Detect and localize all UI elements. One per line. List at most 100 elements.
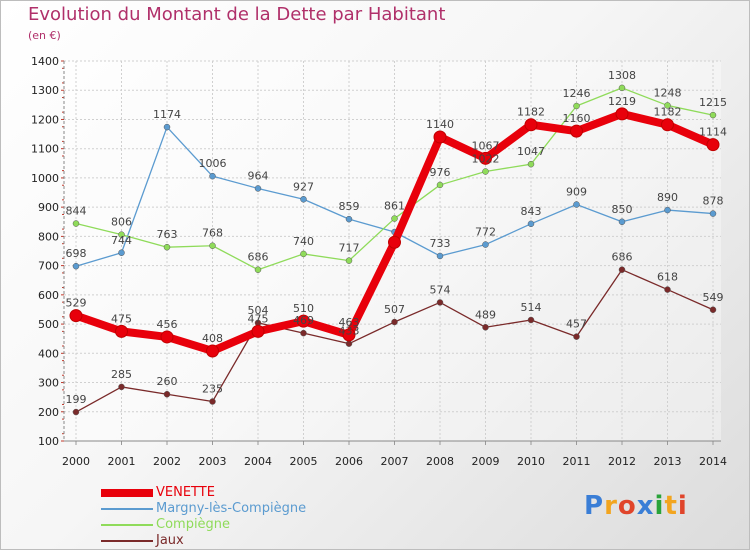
series-jaux-value-label: 285 bbox=[111, 368, 132, 381]
series-venette-value-label: 1182 bbox=[517, 106, 545, 119]
series-compi-gne-value-label: 1215 bbox=[699, 96, 727, 109]
logo-letter: P bbox=[584, 491, 605, 521]
legend-label: VENETTE bbox=[156, 485, 215, 500]
series-margny-l-s-compi-gne-point bbox=[72, 262, 80, 270]
series-venette-point bbox=[69, 309, 83, 323]
series-margny-l-s-compi-gne-value-label: 859 bbox=[339, 200, 360, 213]
series-margny-l-s-compi-gne-value-label: 878 bbox=[703, 195, 724, 208]
series-venette-value-label: 510 bbox=[293, 302, 314, 315]
y-tick-label: 400 bbox=[38, 347, 59, 360]
series-margny-l-s-compi-gne-point bbox=[345, 215, 353, 223]
series-compi-gne-point bbox=[300, 250, 307, 258]
series-venette-point bbox=[570, 124, 583, 138]
series-jaux-point bbox=[664, 286, 671, 293]
legend-item: Compiègne bbox=[101, 517, 401, 533]
series-jaux-value-label: 686 bbox=[612, 251, 633, 264]
series-venette-value-label: 456 bbox=[157, 318, 178, 331]
y-tick-label: 100 bbox=[38, 435, 59, 448]
series-jaux-value-label: 549 bbox=[703, 291, 724, 304]
series-jaux-value-label: 235 bbox=[202, 383, 223, 396]
series-jaux-value-label: 618 bbox=[657, 271, 678, 284]
x-tick-label: 2005 bbox=[290, 455, 318, 468]
series-margny-l-s-compi-gne-point bbox=[618, 218, 626, 226]
series-venette-point bbox=[206, 344, 219, 358]
series-compi-gne-value-label: 763 bbox=[157, 228, 178, 241]
series-compi-gne-value-label: 686 bbox=[248, 251, 269, 264]
series-margny-l-s-compi-gne-value-label: 698 bbox=[66, 247, 87, 260]
y-tick-label: 1100 bbox=[31, 143, 59, 156]
series-margny-l-s-compi-gne-point bbox=[482, 241, 489, 248]
series-compi-gne-point bbox=[72, 220, 80, 227]
series-venette-value-label: 1114 bbox=[699, 126, 727, 139]
series-jaux-point bbox=[345, 340, 353, 347]
series-venette-value-label: 529 bbox=[66, 297, 87, 310]
x-tick-label: 2012 bbox=[608, 455, 636, 468]
x-tick-label: 2014 bbox=[699, 455, 727, 468]
y-tick-label: 600 bbox=[38, 289, 59, 302]
series-venette-value-label: 1067 bbox=[472, 139, 500, 152]
series-margny-l-s-compi-gne-value-label: 909 bbox=[566, 186, 587, 199]
y-tick-label: 700 bbox=[38, 260, 59, 273]
x-tick-label: 2000 bbox=[62, 455, 90, 468]
y-tick-label: 1400 bbox=[31, 55, 59, 68]
series-margny-l-s-compi-gne-value-label: 1006 bbox=[199, 157, 227, 170]
series-margny-l-s-compi-gne-point bbox=[527, 220, 535, 228]
series-jaux-value-label: 199 bbox=[66, 393, 87, 406]
legend-swatch bbox=[101, 508, 153, 510]
series-venette-point bbox=[661, 118, 674, 132]
series-venette-point bbox=[615, 107, 629, 121]
y-tick-label: 1300 bbox=[31, 84, 59, 97]
series-jaux-point bbox=[709, 306, 717, 314]
series-margny-l-s-compi-gne-point bbox=[254, 185, 262, 192]
series-margny-l-s-compi-gne-point bbox=[118, 249, 125, 257]
logo-letter: x bbox=[636, 491, 655, 521]
series-venette-point bbox=[115, 324, 128, 338]
series-jaux-value-label: 469 bbox=[293, 314, 314, 327]
series-margny-l-s-compi-gne-value-label: 733 bbox=[430, 237, 451, 250]
series-jaux-value-label: 507 bbox=[384, 303, 405, 316]
series-compi-gne-point bbox=[709, 111, 717, 119]
series-venette-value-label: 475 bbox=[111, 312, 132, 325]
x-tick-label: 2003 bbox=[199, 455, 227, 468]
y-tick-label: 900 bbox=[38, 201, 59, 214]
series-margny-l-s-compi-gne-point bbox=[163, 123, 171, 131]
series-margny-l-s-compi-gne-value-label: 927 bbox=[293, 180, 314, 193]
series-jaux-value-label: 489 bbox=[475, 308, 496, 321]
series-compi-gne-point bbox=[345, 257, 353, 264]
series-jaux-point bbox=[118, 383, 125, 391]
series-jaux-value-label: 433 bbox=[339, 325, 360, 338]
series-compi-gne-point bbox=[118, 231, 125, 238]
legend-item: VENETTE bbox=[101, 485, 401, 501]
series-jaux-value-label: 514 bbox=[521, 301, 542, 314]
series-compi-gne-value-label: 740 bbox=[293, 235, 314, 248]
series-venette-value-label: 1182 bbox=[654, 106, 682, 119]
series-venette-value-label: 408 bbox=[202, 332, 223, 345]
series-compi-gne-value-label: 1022 bbox=[472, 152, 500, 165]
legend-item: Margny-lès-Compiègne bbox=[101, 501, 401, 517]
chart-title: Evolution du Montant de la Dette par Hab… bbox=[28, 4, 446, 25]
x-tick-label: 2007 bbox=[381, 455, 409, 468]
series-jaux-point bbox=[163, 390, 171, 398]
series-margny-l-s-compi-gne-point bbox=[709, 210, 717, 217]
legend-swatch bbox=[101, 540, 153, 542]
series-venette-point bbox=[388, 235, 401, 249]
series-compi-gne-point bbox=[527, 160, 535, 168]
logo-letter: r bbox=[604, 491, 618, 521]
series-compi-gne-point bbox=[163, 243, 171, 251]
series-margny-l-s-compi-gne-value-label: 850 bbox=[612, 203, 633, 216]
proxiti-logo: Proxiti bbox=[584, 491, 688, 521]
series-compi-gne-value-label: 861 bbox=[384, 200, 405, 213]
series-venette-value-label: 463 bbox=[339, 316, 360, 329]
series-jaux-point bbox=[573, 333, 580, 340]
y-tick-label: 800 bbox=[38, 230, 59, 243]
y-tick-label: 1200 bbox=[31, 113, 59, 126]
series-venette-value-label: 1140 bbox=[426, 118, 454, 131]
legend-label: Jaux bbox=[156, 533, 184, 548]
series-jaux-point bbox=[391, 318, 398, 326]
series-compi-gne-value-label: 844 bbox=[66, 205, 87, 218]
x-tick-label: 2013 bbox=[654, 455, 682, 468]
series-margny-l-s-compi-gne-value-label: 1174 bbox=[153, 108, 181, 121]
y-tick-label: 300 bbox=[38, 377, 59, 390]
logo-letter: o bbox=[617, 491, 637, 521]
series-venette-point bbox=[433, 130, 447, 144]
